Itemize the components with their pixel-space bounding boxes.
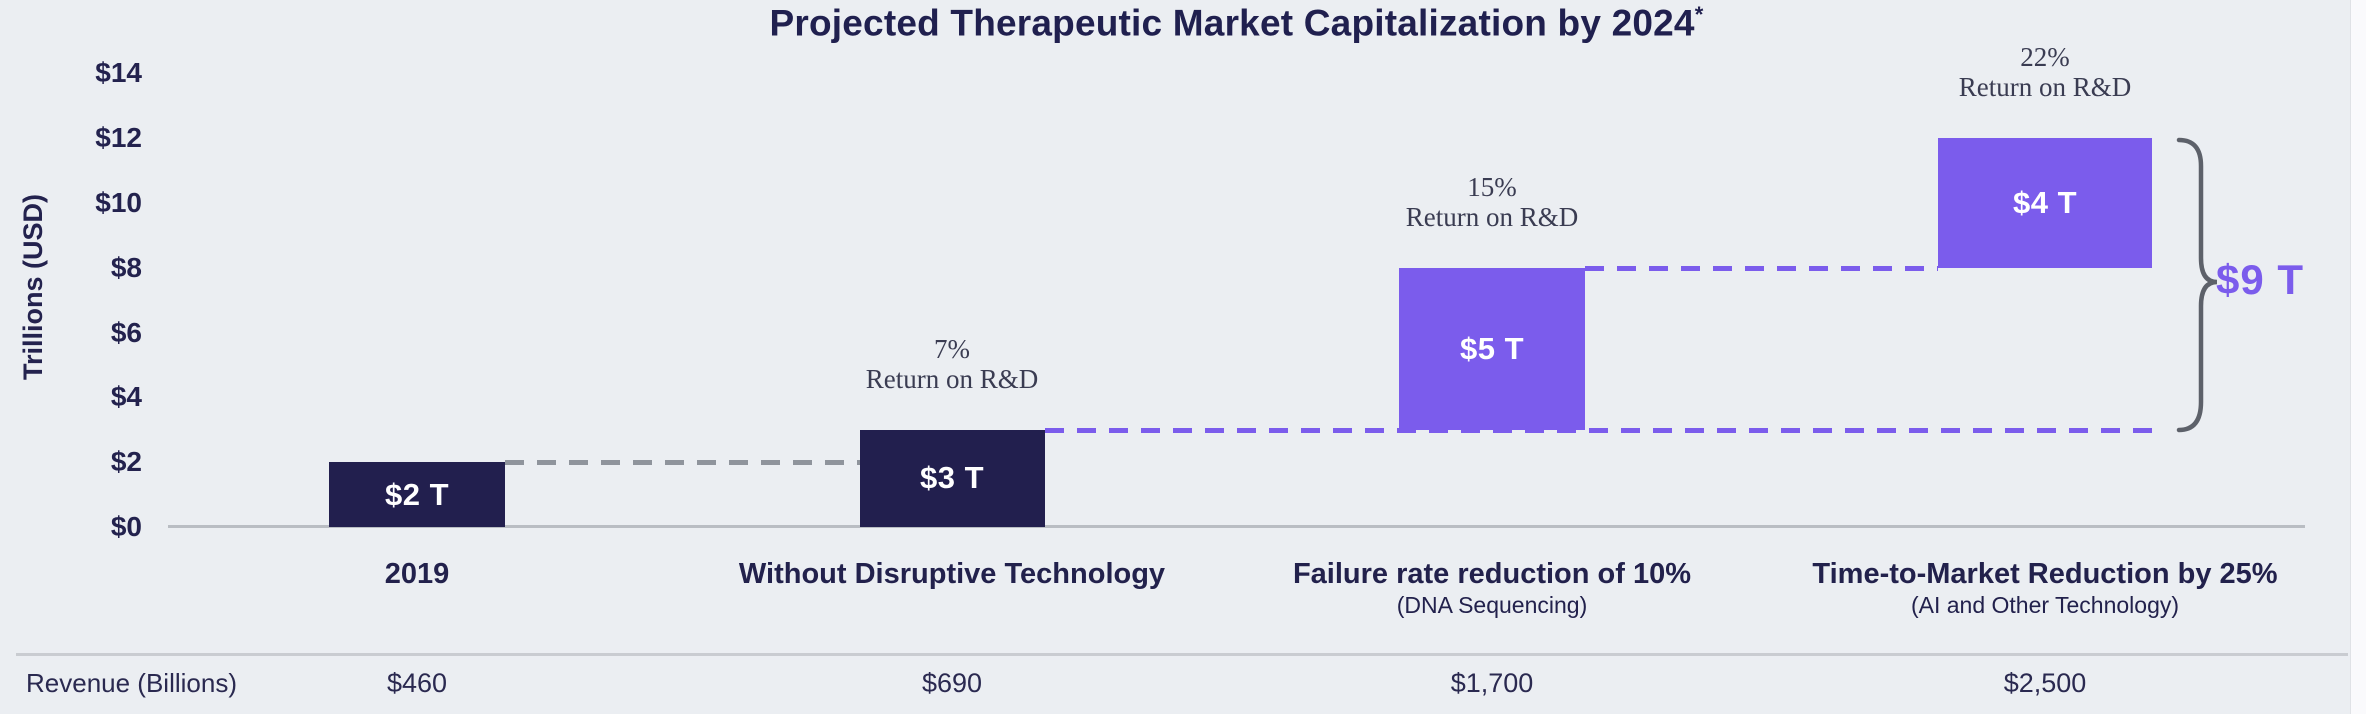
category-label-sub: (DNA Sequencing) (1396, 592, 1588, 618)
chart-title: Projected Therapeutic Market Capitalizat… (168, 2, 2305, 44)
annotation-caption: Return on R&D (1958, 72, 2132, 103)
y-tick-label: $6 (110, 316, 142, 348)
y-tick-label: $0 (110, 511, 142, 542)
category-label-sub: (AI and Other Technology) (1910, 592, 2180, 618)
bar-segment: $4 T (1938, 138, 2152, 268)
annotation-percent: 15% (1467, 171, 1517, 202)
bar-value-label: $4 T (2012, 184, 2078, 220)
annotation-percent: 7% (934, 333, 970, 364)
bar-value-label: $3 T (919, 460, 985, 496)
category-label: Failure rate reduction of 10% (DNA Sequen… (1172, 556, 1812, 619)
revenue-value: $460 (386, 668, 448, 698)
bar-annotation: 22% Return on R&D (1815, 42, 2275, 102)
bar-value-label: $5 T (1459, 330, 1525, 366)
bar-segment: $2 T (329, 462, 505, 527)
category-label: Without Disruptive Technology (632, 556, 1272, 592)
category-label: 2019 (97, 556, 737, 592)
category-label-main: Time-to-Market Reduction by 25% (1812, 558, 2278, 590)
revenue-row-label: Revenue (Billions) (26, 668, 237, 698)
bar-annotation: 15% Return on R&D (1262, 172, 1722, 232)
category-label: Time-to-Market Reduction by 25% (AI and O… (1725, 556, 2365, 619)
annotation-caption: Return on R&D (1405, 201, 1579, 232)
category-label-main: 2019 (384, 558, 450, 590)
y-tick-label: $8 (110, 251, 142, 283)
bar-value-label: $2 T (384, 476, 450, 512)
footer-divider (16, 653, 2348, 656)
page-edge-strip (2350, 0, 2366, 714)
revenue-value: $2,500 (2003, 668, 2087, 698)
annotation-caption: Return on R&D (865, 363, 1039, 394)
dashed-connector-line (1585, 265, 1938, 271)
y-tick-label: $4 (110, 381, 142, 413)
dashed-connector-line (1044, 427, 2152, 433)
category-label-main: Without Disruptive Technology (738, 558, 1166, 590)
bar-segment: $3 T (859, 429, 1045, 527)
bar-annotation: 7% Return on R&D (722, 334, 1182, 394)
category-label-main: Failure rate reduction of 10% (1292, 558, 1692, 590)
y-tick-label: $10 (95, 187, 142, 218)
chart-title-asterisk: * (1694, 2, 1704, 27)
total-brace (2176, 137, 2218, 433)
y-tick-label: $12 (95, 122, 142, 154)
total-value-label: $9 T (2216, 256, 2305, 304)
chart-title-text: Projected Therapeutic Market Capitalizat… (769, 2, 1695, 44)
bar-segment: $5 T (1399, 267, 1585, 430)
revenue-value: $690 (921, 668, 983, 698)
y-tick-label: $14 (95, 57, 142, 89)
y-tick-label: $2 (110, 446, 142, 478)
annotation-percent: 22% (2020, 42, 2070, 73)
revenue-value: $1,700 (1450, 668, 1534, 698)
dashed-connector-line (505, 460, 860, 466)
x-axis-baseline (168, 525, 2305, 528)
